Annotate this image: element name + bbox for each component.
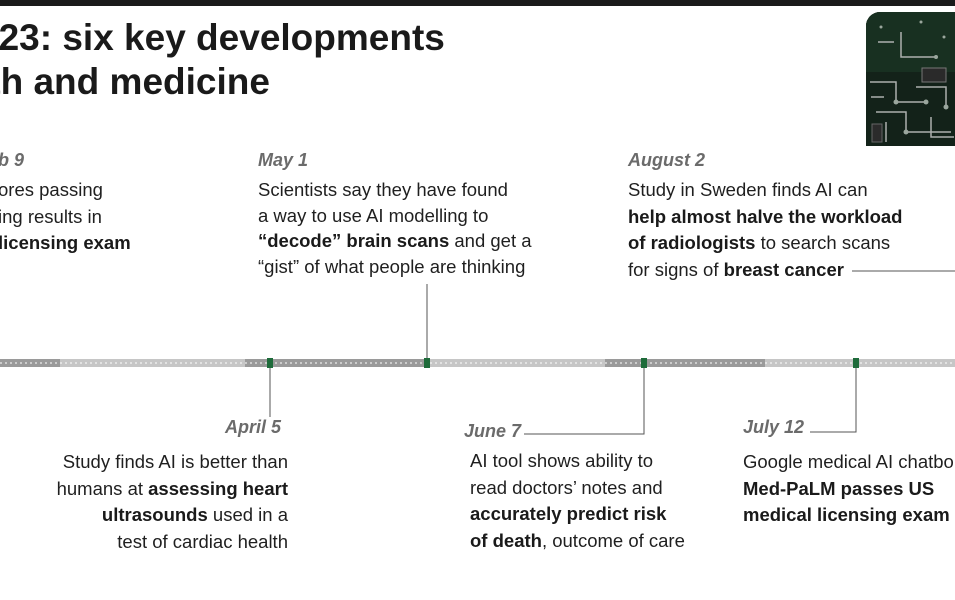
event-date: April 5 xyxy=(224,417,281,437)
body-text: test of cardiac health xyxy=(117,530,288,552)
description-line: “gist” of what people are thinking xyxy=(258,254,532,280)
description-line: Med-PaLM passes US xyxy=(743,476,954,503)
event-june7: June 7 AI tool shows ability to read doc… xyxy=(464,420,685,554)
description-line: for signs of breast cancer xyxy=(628,257,902,284)
event-date: May 1 xyxy=(258,150,309,170)
marker-july12 xyxy=(853,358,859,368)
event-feb9: b 9 ores passing ing results in licensin… xyxy=(0,149,131,257)
description-line: test of cardiac health xyxy=(40,529,288,556)
body-text: Google medical AI chatbo xyxy=(743,451,954,472)
body-text: Study in Sweden finds AI can xyxy=(628,179,868,200)
description-line: “decode” brain scans and get a xyxy=(258,228,532,254)
body-text: , outcome of care xyxy=(541,529,685,551)
event-date: August 2 xyxy=(628,150,706,170)
emphasis-text: of radiologists xyxy=(628,232,756,253)
event-date: June 7 xyxy=(464,421,522,441)
page-title: 023: six key developments lth and medici… xyxy=(0,16,445,104)
body-text: “gist” of what people are thinking xyxy=(258,255,526,277)
description-line: of radiologists to search scans xyxy=(628,230,902,257)
event-description: ores passing ing results in licensing ex… xyxy=(0,177,131,257)
emphasis-text: Med-PaLM passes US xyxy=(743,477,935,499)
description-line: read doctors’ notes and xyxy=(470,475,685,502)
description-line: a way to use AI modelling to xyxy=(258,203,532,229)
body-text: ores passing xyxy=(0,179,103,200)
connector-june7 xyxy=(524,367,645,435)
top-rule xyxy=(0,0,955,6)
description-line: Scientists say they have found xyxy=(258,177,532,203)
description-line: AI tool shows ability to xyxy=(470,448,685,475)
description-line: humans at assessing heart xyxy=(40,476,288,503)
body-text: to search scans xyxy=(755,232,891,253)
description-line: ultrasounds used in a xyxy=(40,502,288,529)
description-line: of death, outcome of care xyxy=(470,528,685,555)
description-line: Study in Sweden finds AI can xyxy=(628,177,902,204)
emphasis-text: accurately predict risk xyxy=(470,503,667,524)
event-description: Study in Sweden finds AI can help almost… xyxy=(628,177,902,283)
emphasis-text: licensing exam xyxy=(0,232,131,253)
marker-june7 xyxy=(641,358,647,368)
body-text: Scientists say they have found xyxy=(258,179,508,200)
emphasis-text: medical licensing exam xyxy=(743,504,950,525)
description-line: ing results in xyxy=(0,204,131,231)
connector-july12 xyxy=(810,367,857,433)
circuit-board-thumbnail xyxy=(866,12,955,146)
body-text: AI tool shows ability to xyxy=(470,450,654,471)
description-line: licensing exam xyxy=(0,230,131,257)
body-text: a way to use AI modelling to xyxy=(258,204,489,226)
title-line-1: 023: six key developments xyxy=(0,17,445,58)
emphasis-text: ultrasounds xyxy=(101,504,208,525)
event-april5: April 5 Study finds AI is better than hu… xyxy=(40,416,288,555)
event-description: Scientists say they have found a way to … xyxy=(258,177,532,279)
description-line: Google medical AI chatbo xyxy=(743,449,954,476)
circuit-board-icon xyxy=(866,12,955,146)
description-line: Study finds AI is better than xyxy=(40,449,288,476)
marker-april5 xyxy=(267,358,273,368)
body-text: and get a xyxy=(449,230,532,251)
event-may1: May 1 Scientists say they have found a w… xyxy=(258,149,532,279)
body-text: ing results in xyxy=(0,205,102,227)
emphasis-text: assessing heart xyxy=(148,477,288,499)
event-july12: July 12 Google medical AI chatbo Med-PaL… xyxy=(743,416,954,529)
body-text: used in a xyxy=(207,504,288,525)
description-line: help almost halve the workload xyxy=(628,204,902,231)
title-line-2: lth and medicine xyxy=(0,61,270,102)
description-line: medical licensing exam xyxy=(743,502,954,529)
body-text: read doctors’ notes and xyxy=(470,476,663,498)
body-text: humans at xyxy=(56,477,149,499)
event-description: Google medical AI chatbo Med-PaLM passes… xyxy=(743,449,954,529)
event-date: b 9 xyxy=(0,150,25,170)
event-date: July 12 xyxy=(743,417,805,437)
description-line: ores passing xyxy=(0,177,131,204)
emphasis-text: help almost halve the workload xyxy=(628,205,903,227)
description-line: accurately predict risk xyxy=(470,501,685,528)
timeline-markers xyxy=(267,358,859,368)
emphasis-text: breast cancer xyxy=(723,258,844,280)
connector-lines xyxy=(269,270,955,435)
emphasis-text: “decode” brain scans xyxy=(258,230,450,251)
timeline-track xyxy=(0,359,955,367)
body-text: Study finds AI is better than xyxy=(62,451,288,472)
emphasis-text: of death xyxy=(470,529,542,551)
marker-may1 xyxy=(424,358,430,368)
event-description: Study finds AI is better than humans at … xyxy=(40,449,288,555)
event-description: AI tool shows ability to read doctors’ n… xyxy=(470,448,685,554)
event-august2: August 2 Study in Sweden finds AI can he… xyxy=(628,149,902,283)
body-text: for signs of xyxy=(628,258,724,280)
